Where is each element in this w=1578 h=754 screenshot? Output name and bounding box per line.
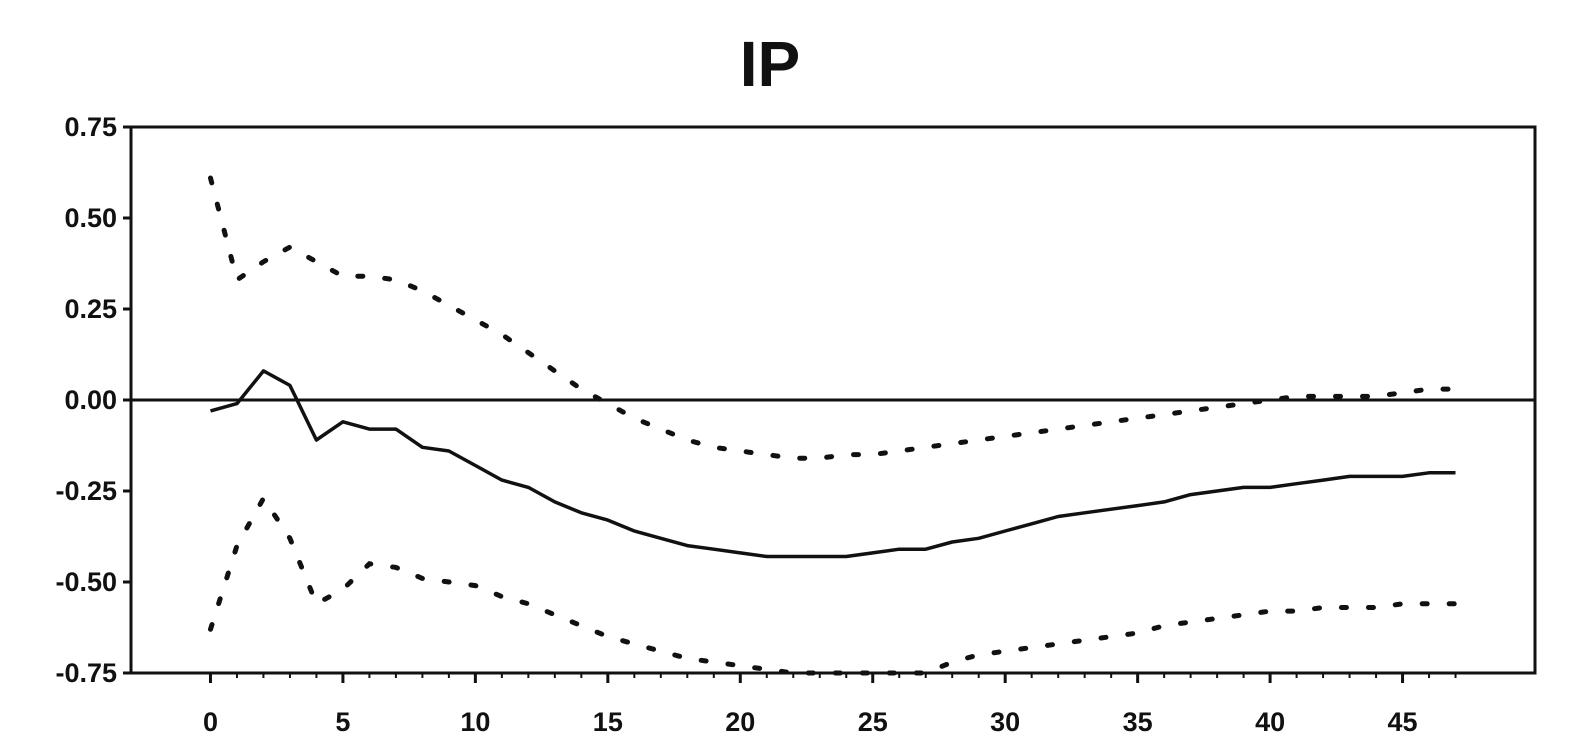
y-tick-label: 0.25	[64, 294, 117, 324]
x-tick-label: 45	[1388, 707, 1418, 737]
chart-title: IP	[740, 28, 800, 100]
y-tick-label: -0.75	[55, 658, 117, 688]
x-tick-label: 35	[1123, 707, 1153, 737]
x-tick-label: 25	[858, 707, 888, 737]
y-tick-label: 0.50	[64, 203, 117, 233]
x-tick-label: 0	[203, 707, 218, 737]
series-line-band-1	[208, 175, 1458, 461]
series-line-response	[210, 369, 1456, 559]
x-tick-label: 10	[460, 707, 490, 737]
series-line-band-2	[208, 493, 1458, 676]
y-tick-label: 0.75	[64, 112, 117, 142]
x-tick-label: 15	[593, 707, 623, 737]
x-tick-label: 30	[990, 707, 1020, 737]
y-tick-label: -0.25	[55, 476, 117, 506]
x-tick-label: 5	[335, 707, 350, 737]
y-tick-label: 0.00	[64, 385, 117, 415]
x-tick-label: 20	[725, 707, 755, 737]
x-tick-label: 40	[1255, 707, 1285, 737]
y-tick-label: -0.50	[55, 567, 117, 597]
